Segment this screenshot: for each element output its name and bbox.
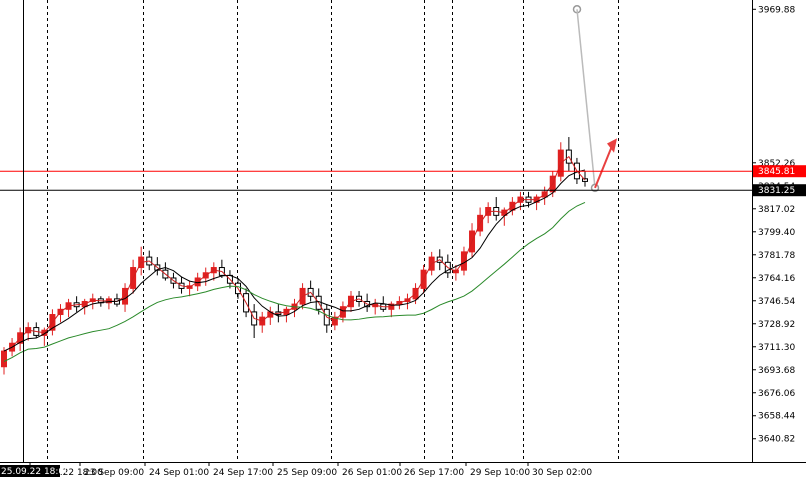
y-tick-label-1: 3852.26 bbox=[758, 159, 795, 169]
x-tick-label-3: 24 Sep 17:00 bbox=[213, 468, 273, 478]
candle-body-0 bbox=[1, 350, 7, 368]
projection-arrow-head bbox=[607, 138, 617, 153]
crosshair-time-label: 25.09.22 18:00 bbox=[1, 467, 70, 477]
x-tick-label-1: 23 Sep 09:00 bbox=[84, 468, 144, 478]
projection-segment bbox=[576, 9, 596, 189]
y-tick-label-7: 3746.54 bbox=[758, 297, 795, 307]
y-tick-label-9: 3711.30 bbox=[758, 343, 795, 353]
ma-mid-line bbox=[3, 169, 586, 352]
x-tick-label-6: 26 Sep 17:00 bbox=[404, 468, 464, 478]
y-tick-label-5: 3781.78 bbox=[758, 251, 795, 261]
x-tick-label-8: 30 Sep 02:00 bbox=[532, 468, 592, 478]
current-price-label: 3845.81 bbox=[758, 167, 795, 177]
x-tick-label-7: 29 Sep 10:00 bbox=[470, 468, 530, 478]
y-tick-label-10: 3693.68 bbox=[758, 366, 795, 376]
y-tick-label-8: 3728.92 bbox=[758, 320, 795, 330]
y-tick-label-13: 3640.82 bbox=[758, 435, 795, 445]
y-tick-label-11: 3676.06 bbox=[758, 389, 795, 399]
current-price-tag bbox=[753, 165, 806, 178]
y-tick-label-3: 3817.02 bbox=[758, 205, 795, 215]
x-tick-label-5: 26 Sep 01:00 bbox=[342, 468, 402, 478]
x-tick-label-4: 25 Sep 09:00 bbox=[277, 468, 337, 478]
y-tick-label-12: 3658.44 bbox=[758, 412, 795, 422]
x-tick-label-0: 25.09.22 18:00 bbox=[34, 468, 103, 478]
y-tick-label-4: 3799.40 bbox=[758, 228, 795, 238]
ma-slow-line bbox=[3, 202, 586, 362]
x-tick-label-2: 24 Sep 01:00 bbox=[149, 468, 209, 478]
y-tick-label-6: 3764.16 bbox=[758, 274, 795, 284]
crosshair-price-tag bbox=[753, 184, 806, 197]
y-tick-label-0: 3969.88 bbox=[758, 5, 795, 15]
crosshair-price-label: 3831.25 bbox=[758, 186, 795, 196]
crosshair-time-tag bbox=[0, 465, 60, 477]
projection-arrow-shaft bbox=[594, 143, 614, 189]
